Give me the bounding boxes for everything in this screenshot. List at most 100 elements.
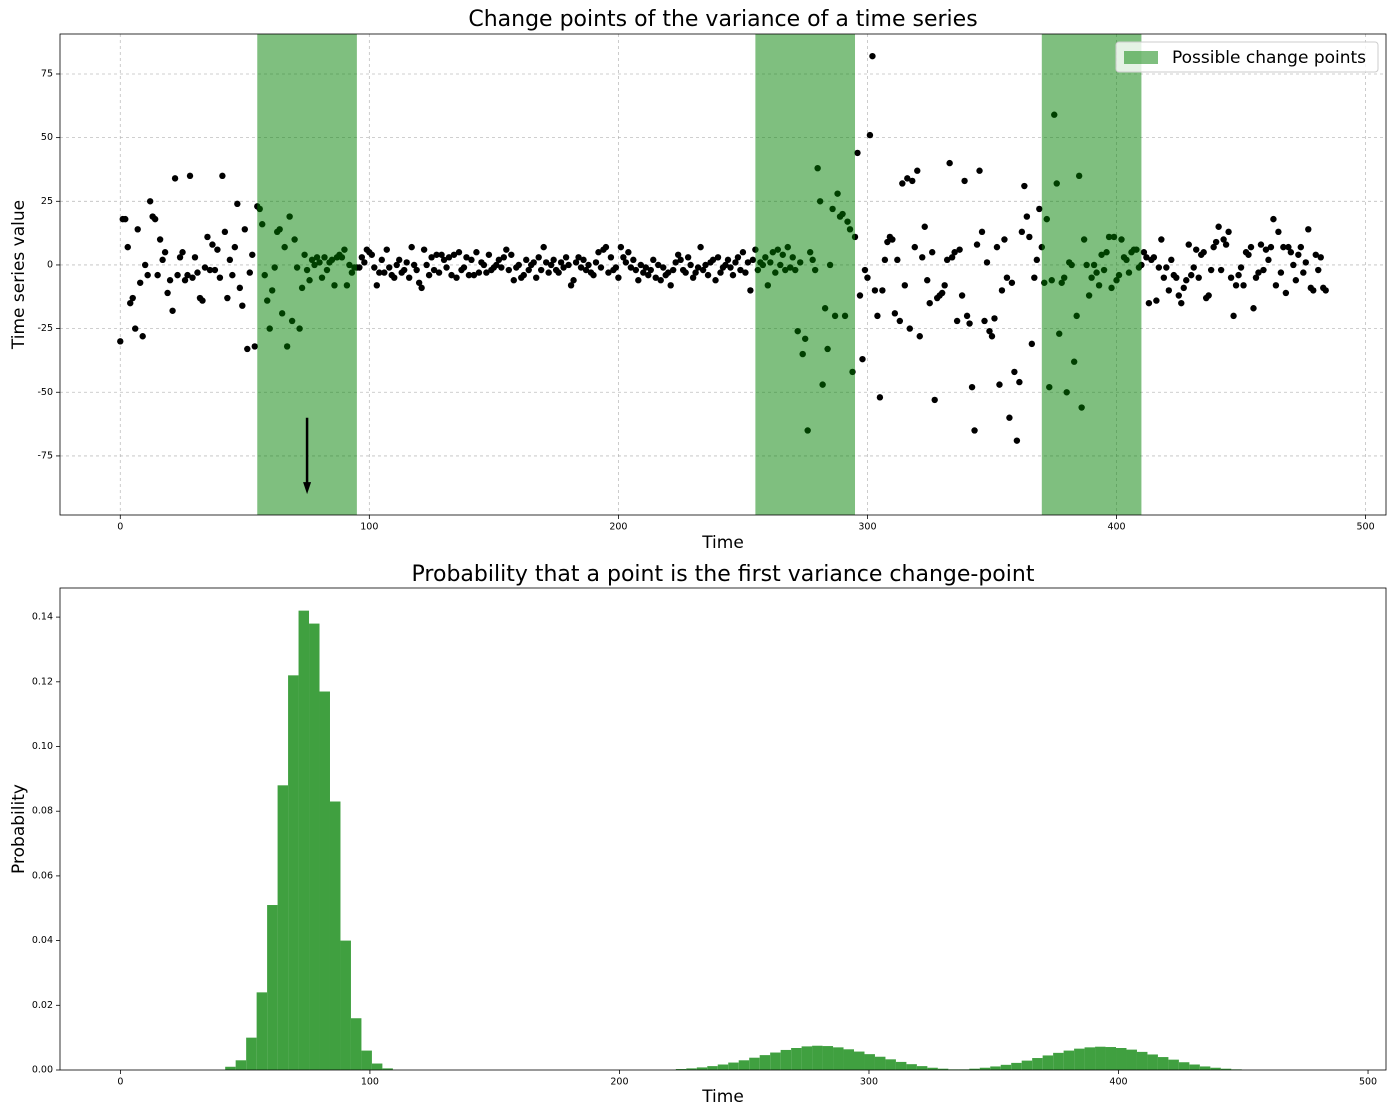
axes-frame: [59, 33, 1387, 516]
point: [874, 312, 881, 320]
point: [582, 266, 590, 274]
point: [1003, 274, 1011, 281]
point: [1322, 287, 1329, 294]
bar: [833, 1047, 844, 1070]
point: [179, 249, 186, 256]
point: [1227, 274, 1235, 281]
bar: [1063, 1050, 1075, 1070]
bar: [916, 1066, 928, 1070]
point: [996, 381, 1003, 388]
bar: [843, 1049, 855, 1070]
point: [669, 266, 677, 274]
point: [1272, 282, 1280, 289]
point: [744, 259, 752, 266]
bar: [1021, 1060, 1033, 1070]
point: [423, 261, 430, 269]
point: [139, 333, 146, 340]
point: [391, 274, 398, 281]
point: [226, 256, 234, 264]
point: [373, 282, 381, 289]
point: [1297, 243, 1305, 251]
change-span: [1041, 34, 1142, 515]
point: [356, 264, 363, 271]
bar: [1084, 1047, 1096, 1070]
point: [201, 264, 209, 271]
point: [1245, 251, 1252, 258]
point: [1205, 292, 1212, 299]
x-tick-label: 300: [860, 1077, 878, 1088]
point: [1178, 299, 1185, 307]
x-tick-label: 500: [1359, 1077, 1377, 1088]
point: [948, 254, 956, 261]
point: [468, 256, 475, 264]
point: [570, 277, 577, 284]
point: [134, 226, 141, 233]
point: [430, 266, 438, 274]
point: [151, 215, 159, 223]
point: [966, 320, 973, 327]
point: [682, 269, 689, 276]
point: [697, 243, 704, 251]
bar: [927, 1067, 938, 1070]
y-tick-label: 0.04: [32, 935, 53, 946]
point: [742, 269, 749, 276]
y-tick-label: 0.10: [32, 741, 53, 752]
point: [435, 269, 443, 276]
bar: [854, 1051, 865, 1070]
bar: [812, 1045, 823, 1070]
point: [1222, 241, 1230, 248]
point: [1270, 215, 1277, 223]
point: [199, 297, 206, 304]
point: [580, 256, 587, 264]
point: [117, 338, 124, 345]
bar: [969, 1068, 980, 1070]
point: [1265, 256, 1272, 264]
x-tick-label: 500: [1357, 522, 1375, 533]
bar: [791, 1048, 802, 1070]
point: [565, 261, 572, 269]
point: [483, 269, 490, 276]
point: [542, 259, 550, 266]
point: [420, 246, 428, 253]
bar: [1199, 1066, 1211, 1070]
bar: [350, 1018, 362, 1070]
point: [448, 271, 455, 279]
point: [655, 261, 662, 269]
point: [1033, 256, 1041, 264]
point: [889, 236, 896, 243]
point: [368, 251, 376, 258]
y-tick-label: -50: [37, 387, 53, 398]
point: [189, 274, 196, 281]
point: [1036, 205, 1043, 213]
point: [408, 243, 415, 251]
point: [859, 355, 866, 363]
bar: [780, 1049, 792, 1070]
bar: [906, 1064, 917, 1070]
point: [1175, 292, 1182, 299]
y-tick-label: 0.08: [32, 806, 53, 817]
point: [1285, 243, 1292, 251]
point: [1275, 228, 1282, 236]
legend: Possible change points: [1115, 41, 1379, 73]
point: [214, 246, 221, 253]
point: [1018, 228, 1026, 236]
point: [904, 175, 911, 182]
point: [1168, 256, 1175, 264]
point: [627, 264, 635, 271]
point: [418, 284, 425, 292]
point: [637, 261, 645, 269]
point: [523, 256, 530, 264]
point: [575, 254, 582, 261]
point: [1026, 233, 1033, 241]
point: [438, 251, 445, 258]
point: [371, 264, 378, 271]
point: [386, 264, 393, 271]
x-axis-label: Time: [701, 1087, 744, 1107]
point: [525, 266, 532, 274]
bar: [1178, 1062, 1190, 1070]
bar: [1136, 1051, 1148, 1070]
point: [493, 261, 500, 269]
point: [1195, 274, 1202, 281]
x-tick-label: 100: [361, 1077, 379, 1088]
point: [209, 241, 216, 248]
